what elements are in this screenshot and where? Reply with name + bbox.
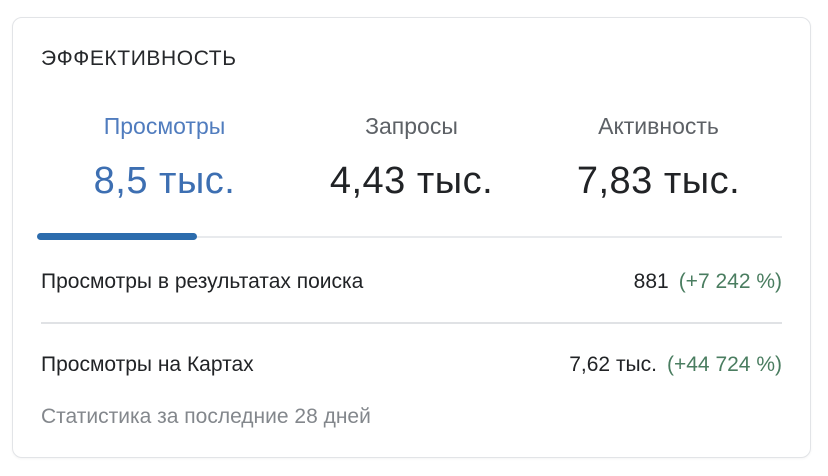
stat-row-maps-views: Просмотры на Картах 7,62 тыс. (+44 724 %) [41,324,782,396]
tab-queries-value: 4,43 тыс. [329,160,494,202]
stat-row-search-label: Просмотры в результатах поиска [41,270,364,293]
stat-row-maps-change: (+44 724 %) [667,353,782,376]
tab-views-label: Просмотры [103,113,226,139]
stat-row-search-value: 881 (+7 242 %) [634,268,782,295]
tab-indicator-track [37,233,782,241]
tab-activity[interactable]: Активность 7,83 тыс. [535,112,782,205]
tab-queries[interactable]: Запросы 4,43 тыс. [288,112,535,205]
stat-row-maps-label: Просмотры на Картах [41,353,254,376]
performance-card: ЭФФЕКТИВНОСТЬ Просмотры 8,5 тыс. Запросы… [12,17,811,458]
card-title: ЭФФЕКТИВНОСТЬ [41,47,237,70]
stat-row-maps-number: 7,62 тыс. [569,353,657,376]
tab-views-value: 8,5 тыс. [93,160,236,202]
tab-activity-label: Активность [598,113,719,139]
metric-tabs: Просмотры 8,5 тыс. Запросы 4,43 тыс. Акт… [41,112,782,205]
stat-row-search-number: 881 [633,270,669,293]
active-tab-indicator [37,233,197,240]
tab-queries-label: Запросы [365,113,458,139]
tab-track-line [41,236,782,238]
tab-views[interactable]: Просмотры 8,5 тыс. [41,112,288,205]
stat-row-search-views: Просмотры в результатах поиска 881 (+7 24… [41,241,782,324]
stat-row-search-change: (+7 242 %) [678,270,782,293]
stat-row-maps-value: 7,62 тыс. (+44 724 %) [569,351,782,378]
stats-period-note: Статистика за последние 28 дней [41,405,371,428]
tab-activity-value: 7,83 тыс. [576,160,741,202]
